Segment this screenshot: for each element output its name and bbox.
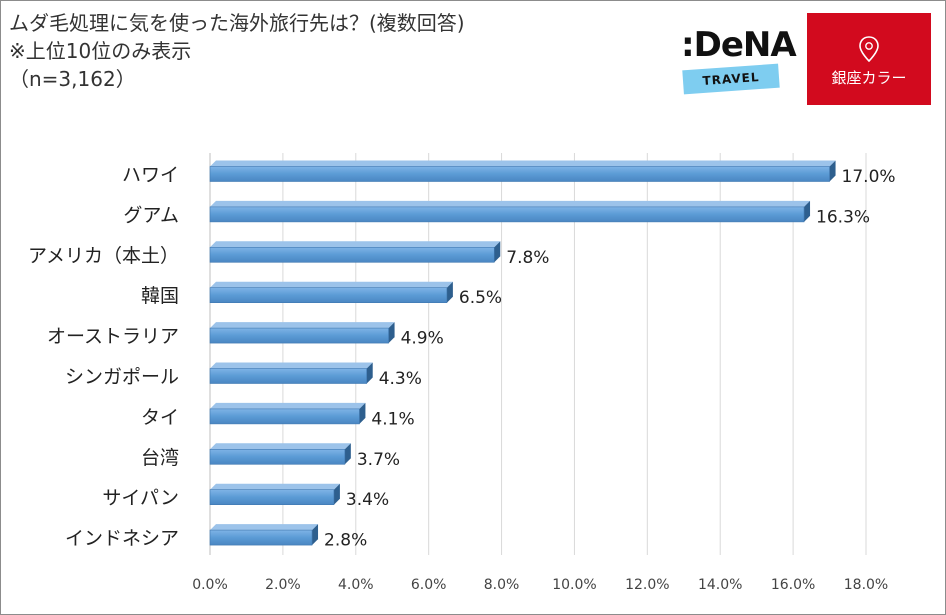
bar <box>209 166 830 182</box>
bar-group <box>209 241 501 263</box>
bar <box>209 408 360 425</box>
bar <box>209 287 448 304</box>
category-label: シンガポール <box>65 366 179 388</box>
category-label: サイパン <box>102 487 179 509</box>
bar-side-face <box>494 241 501 263</box>
value-label: 4.3% <box>379 369 422 389</box>
value-label: 17.0% <box>842 167 896 187</box>
bar <box>209 247 495 263</box>
chart-title: ムダ毛処理に気を使った海外旅行先は？(複数回答) <box>9 11 465 35</box>
x-tick-label: 2.0% <box>265 577 301 593</box>
x-tick-label: 0.0% <box>192 577 228 593</box>
value-label: 4.9% <box>401 329 444 349</box>
bar <box>209 368 368 384</box>
x-tick-label: 10.0% <box>552 577 596 593</box>
bar-group <box>209 322 395 344</box>
bar-side-face <box>446 281 453 303</box>
x-tick-label: 6.0% <box>411 577 447 593</box>
x-tick-label: 4.0% <box>338 577 374 593</box>
x-tick-label: 12.0% <box>625 577 669 593</box>
bar <box>209 206 805 223</box>
bar <box>209 489 335 506</box>
bar-group <box>209 443 351 465</box>
x-tick-label: 14.0% <box>698 577 742 593</box>
bar-side-face <box>359 402 366 424</box>
bar-side-face <box>388 322 395 344</box>
bar-top-face <box>210 281 453 288</box>
bar-group <box>209 524 319 546</box>
category-label: グアム <box>123 204 179 226</box>
bar-top-face <box>210 241 501 248</box>
value-label: 7.8% <box>506 248 549 268</box>
bar-top-face <box>210 322 395 329</box>
value-label: 3.4% <box>346 490 389 510</box>
bar <box>209 529 313 546</box>
category-label: 台湾 <box>141 447 179 469</box>
bar-top-face <box>210 443 351 450</box>
dena-travel-logo: :DeNA TRAVEL <box>677 25 797 103</box>
bar <box>209 448 346 465</box>
bar-group <box>209 200 811 223</box>
bar-top-face <box>210 524 319 531</box>
title-block: ムダ毛処理に気を使った海外旅行先は？(複数回答) ※上位10位のみ表示 （n=3… <box>9 9 465 93</box>
bar-top-face <box>210 362 373 369</box>
bar <box>209 327 389 344</box>
bar-top-face <box>210 483 340 490</box>
bar-side-face <box>333 483 340 505</box>
value-label: 2.8% <box>324 531 367 551</box>
bar-top-face <box>210 402 366 409</box>
x-tick-label: 18.0% <box>844 577 888 593</box>
category-label: 韓国 <box>141 285 179 307</box>
ginza-calla-logo: 銀座カラー <box>807 13 931 105</box>
value-label: 6.5% <box>459 288 502 308</box>
value-label: 4.1% <box>371 409 414 429</box>
category-label: ハワイ <box>122 164 179 186</box>
bar-group <box>209 362 373 384</box>
bar-top-face <box>210 160 836 167</box>
sample-size: （n=3,162） <box>9 67 136 91</box>
labels: 0.0% 2.0% 4.0% 6.0% 8.0% 10.0% 12.0% 14.0% 16.0%… <box>28 164 896 593</box>
bar-group <box>209 281 453 304</box>
bar-side-face <box>804 200 811 222</box>
x-tick-label: 8.0% <box>484 577 520 593</box>
bar-side-face <box>344 443 351 465</box>
category-label: アメリカ（本土） <box>28 245 179 267</box>
value-label: 16.3% <box>816 207 870 227</box>
chart-subtitle: ※上位10位のみ表示 <box>9 39 192 63</box>
category-label: オーストラリア <box>47 326 179 348</box>
location-pin-icon <box>859 36 879 63</box>
x-tick-label: 16.0% <box>771 577 815 593</box>
bar-group <box>209 160 836 182</box>
bar-side-face <box>829 160 836 182</box>
bar-side-face <box>312 524 319 546</box>
bars <box>209 160 836 546</box>
bar-group <box>209 483 340 506</box>
value-label: 3.7% <box>357 450 400 470</box>
dena-logo-text: :DeNA <box>681 25 797 65</box>
category-label: インドネシア <box>65 528 179 550</box>
bar-side-face <box>366 362 373 384</box>
bar-group <box>209 402 366 425</box>
ginza-calla-text: 銀座カラー <box>831 69 907 87</box>
bar-top-face <box>210 200 811 207</box>
category-label: タイ <box>141 406 179 428</box>
